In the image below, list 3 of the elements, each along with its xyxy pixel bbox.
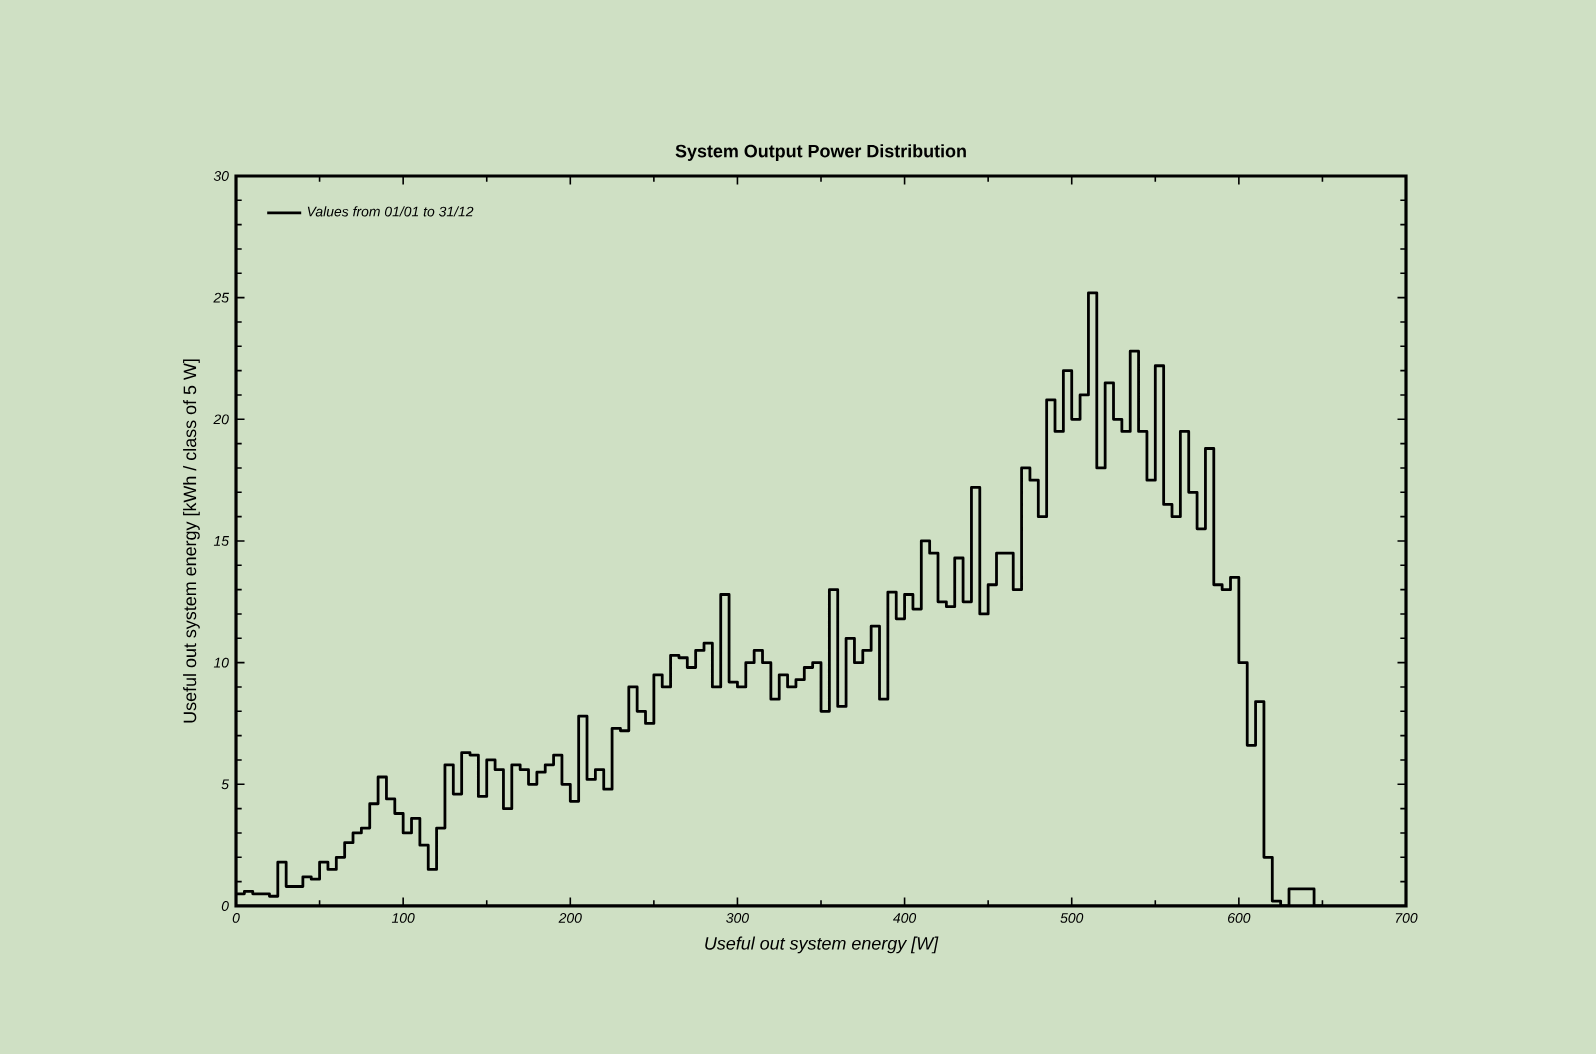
x-axis-title: Useful out system energy [W]	[705, 936, 939, 954]
y-axis-title: Useful out system energy [kWh / class of 5 W]	[183, 359, 200, 723]
chart-title: System Output Power Distribution	[675, 144, 966, 161]
